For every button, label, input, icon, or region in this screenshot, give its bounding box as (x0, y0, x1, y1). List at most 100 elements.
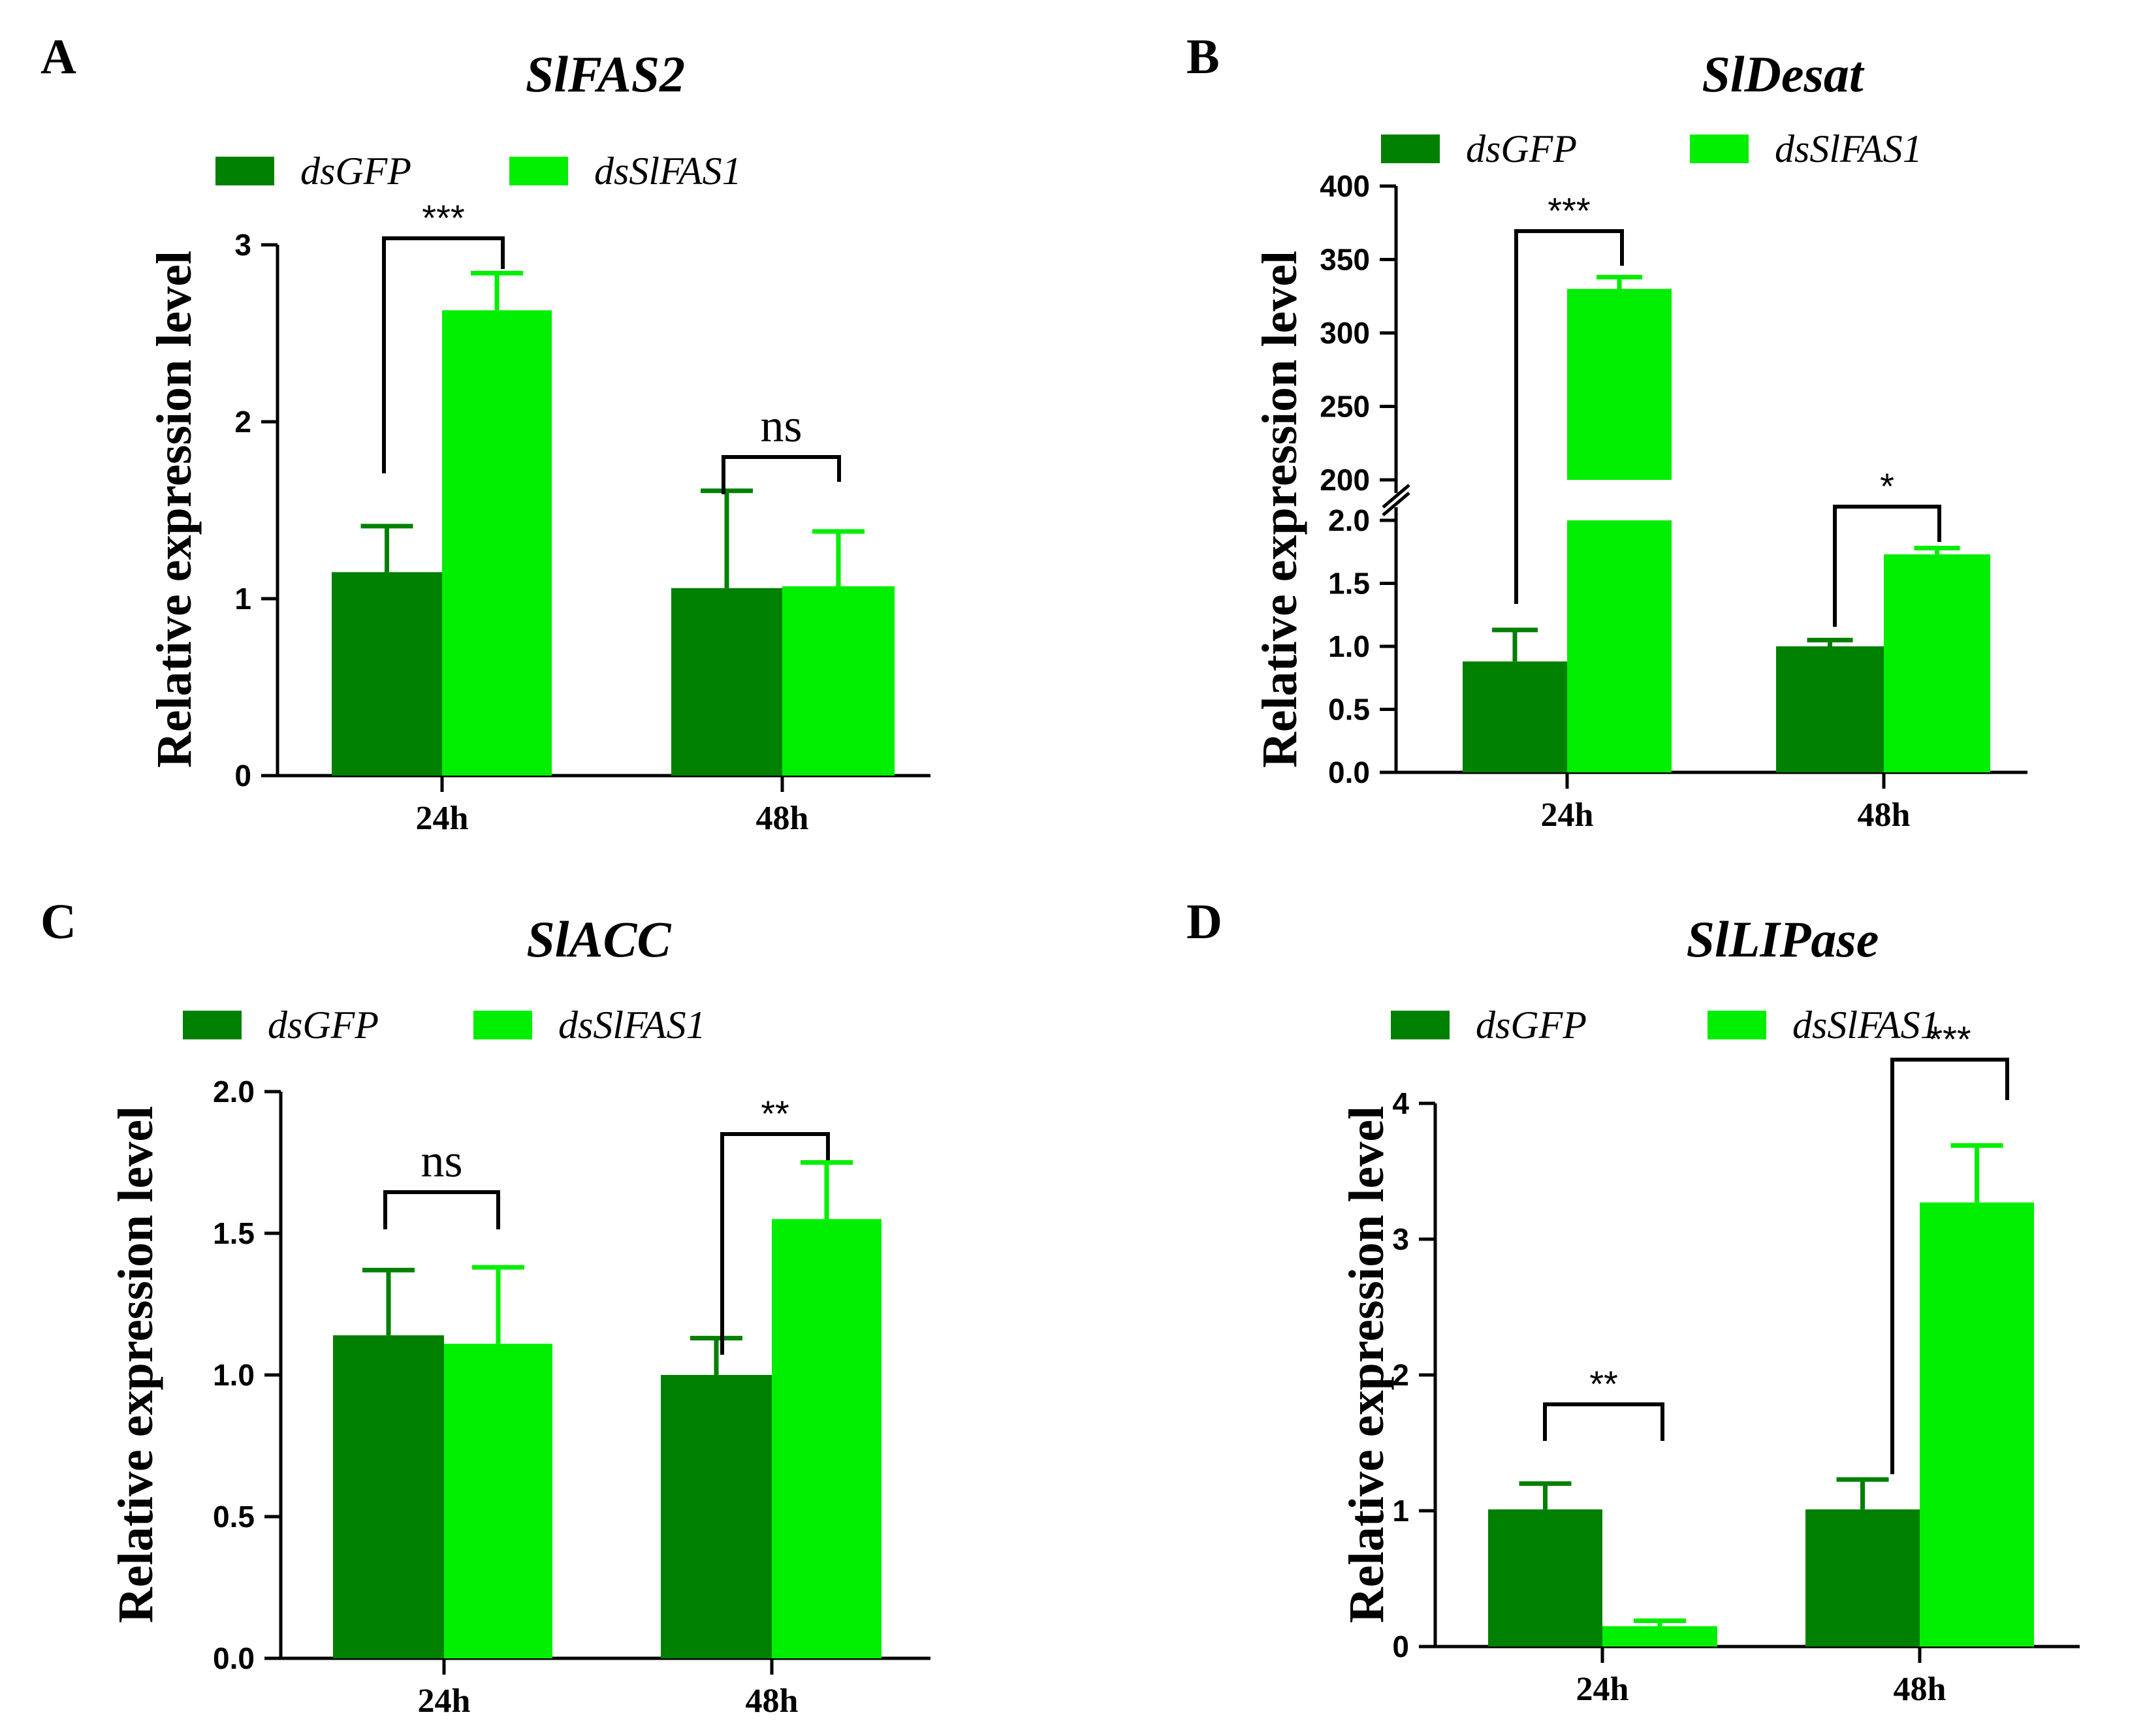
significance-label: ns (760, 400, 802, 452)
y-tick-label: 4 (1392, 1086, 1409, 1120)
legend-swatch-dsSlFAS1 (1690, 134, 1749, 163)
x-tick-label: 24h (416, 800, 469, 837)
chart-title: SlDesat (1702, 46, 1864, 103)
y-tick-label: 1.5 (213, 1216, 255, 1250)
significance-bracket (382, 236, 505, 473)
significance-bracket (383, 1190, 500, 1229)
chart-title: SlACC (526, 911, 671, 968)
x-tick-label: 24h (1541, 797, 1594, 834)
bar-dsGFP-24h (332, 572, 442, 776)
bar-dsGFP-24h (1488, 1509, 1602, 1647)
significance-bracket (1833, 505, 1941, 627)
significance-bracket (722, 455, 841, 494)
axis-break-mark (1382, 484, 1410, 509)
bar-dsSlFAS1-24h (442, 310, 552, 776)
panel-letter: B (1186, 29, 1220, 84)
y-tick-label: 200 (1320, 463, 1370, 497)
y-tick-label: 2.0 (1328, 503, 1370, 537)
y-tick-label: 350 (1320, 243, 1370, 277)
legend-label: dsGFP (1466, 127, 1577, 170)
significance-label: *** (1548, 190, 1590, 231)
y-axis-label: Relative expression level (1252, 251, 1307, 768)
y-tick-label: 1.0 (1328, 629, 1370, 663)
bar-dsGFP-24h (1463, 661, 1567, 772)
legend-swatch-dsSlFAS1 (473, 1011, 532, 1039)
legend-swatch-dsSlFAS1 (509, 157, 568, 185)
chart-title: SlFAS2 (526, 46, 685, 103)
panel-D: D SlLIPase dsGFP dsSlFAS1 Relative expressio… (1186, 894, 2080, 1708)
y-tick-label: 2.0 (213, 1075, 255, 1109)
significance-label: ** (1589, 1363, 1618, 1404)
y-tick-label: 2 (1392, 1358, 1409, 1392)
bar-dsGFP-48h (1805, 1509, 1920, 1647)
panel-A: A SlFAS2 dsGFP dsSlFAS1 Relative expression … (40, 29, 930, 837)
y-tick-label: 1 (234, 582, 251, 616)
legend-label: dsSlFAS1 (1792, 1003, 1940, 1047)
significance-bracket (1890, 1058, 2009, 1474)
legend-label: dsSlFAS1 (558, 1003, 706, 1047)
bar-dsSlFAS1-48h (1884, 554, 1990, 772)
bar-dsGFP-48h (661, 1375, 772, 1658)
significance-label: * (1880, 466, 1894, 507)
y-tick-label: 2 (234, 405, 251, 439)
significance-label: ** (761, 1093, 789, 1134)
legend-label: dsSlFAS1 (594, 150, 742, 193)
y-tick-label: 1.5 (1328, 567, 1370, 601)
panel-letter: C (40, 894, 76, 949)
y-tick-label: 250 (1320, 390, 1370, 424)
significance-label: ns (421, 1135, 462, 1187)
significance-bracket (720, 1132, 830, 1355)
y-tick-label: 3 (1392, 1222, 1409, 1256)
legend-label: dsGFP (300, 150, 411, 193)
legend-swatch-dsGFP (215, 157, 274, 185)
panel-letter: A (40, 29, 76, 84)
significance-label: *** (1928, 1018, 1971, 1060)
y-axis-label: Relative expression level (147, 251, 202, 768)
bar-dsGFP-48h (671, 588, 782, 776)
y-axis-label: Relative expression level (108, 1106, 163, 1623)
y-tick-label: 0.5 (1328, 693, 1370, 727)
legend-swatch-dsSlFAS1 (1708, 1011, 1766, 1039)
bar-dsSlFAS1-24h (1567, 289, 1672, 480)
bar-dsSlFAS1-48h (1920, 1202, 2034, 1647)
y-tick-label: 400 (1320, 169, 1370, 203)
y-tick-label: 0 (1392, 1630, 1409, 1664)
y-tick-label: 0.0 (1328, 755, 1370, 789)
y-tick-label: 1 (1392, 1494, 1409, 1528)
x-tick-label: 24h (1576, 1671, 1629, 1708)
axis-break-mark (1382, 492, 1410, 516)
chart-title: SlLIPase (1687, 911, 1879, 968)
bar-dsSlFAS1-24h (444, 1344, 552, 1658)
significance-label: *** (422, 197, 464, 238)
x-tick-label: 48h (756, 800, 809, 837)
y-tick-label: 0.0 (213, 1641, 255, 1675)
panel-B: B SlDesat dsGFP dsSlFAS1 Relative expression… (1186, 29, 2027, 834)
significance-bracket (1543, 1402, 1664, 1441)
bar-dsSlFAS1-48h (782, 586, 895, 776)
panel-C: C SlACC dsGFP dsSlFAS1 Relative expression l… (40, 894, 930, 1720)
legend-label: dsSlFAS1 (1775, 127, 1922, 170)
bar-dsGFP-24h (333, 1335, 444, 1658)
legend-swatch-dsGFP (183, 1011, 242, 1039)
legend-label: dsGFP (268, 1003, 379, 1047)
panel-letter: D (1186, 894, 1222, 949)
bar-dsGFP-48h (1776, 646, 1884, 772)
x-tick-label: 48h (746, 1682, 799, 1720)
y-tick-label: 1.0 (213, 1358, 255, 1392)
significance-bracket (1514, 229, 1624, 604)
y-tick-label: 0.5 (213, 1500, 255, 1534)
y-axis-label: Relative expression level (1339, 1106, 1394, 1623)
bar-dsSlFAS1-48h (772, 1219, 882, 1658)
bar-dsSlFAS1-24h-lower (1567, 520, 1672, 772)
x-tick-label: 48h (1894, 1671, 1946, 1708)
legend-swatch-dsGFP (1381, 134, 1440, 163)
y-tick-label: 300 (1320, 316, 1370, 350)
bar-dsSlFAS1-24h (1602, 1626, 1717, 1647)
x-tick-label: 24h (418, 1682, 471, 1720)
y-tick-label: 3 (234, 228, 251, 262)
x-tick-label: 48h (1858, 797, 1911, 834)
legend-label: dsGFP (1476, 1003, 1587, 1047)
legend-swatch-dsGFP (1391, 1011, 1450, 1039)
y-tick-label: 0 (234, 759, 251, 793)
